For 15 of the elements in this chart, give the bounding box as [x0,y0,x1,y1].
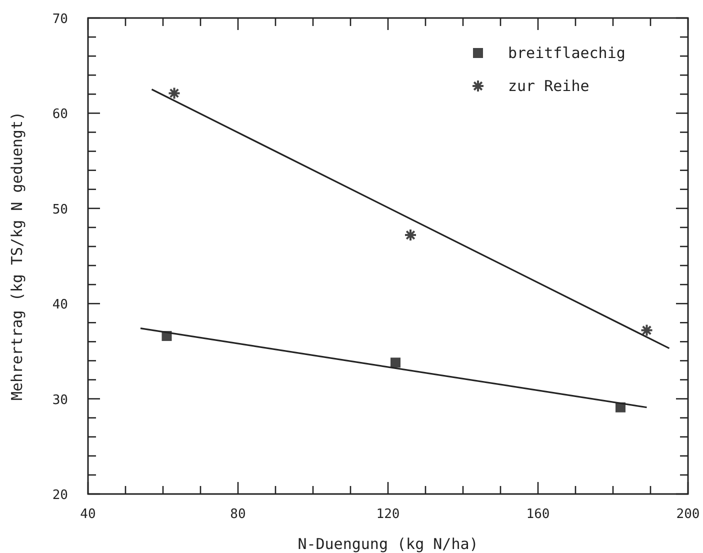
x-axis-title: N-Duengung (kg N/ha) [298,535,478,553]
x-tick-label: 120 [376,507,400,522]
x-tick-label: 160 [526,507,550,522]
x-tick-label: 40 [80,507,96,522]
x-tick-label: 80 [230,507,246,522]
y-tick-label: 40 [52,298,68,313]
y-tick-label: 30 [52,392,68,408]
y-axis-title: Mehrertrag (kg TS/kg N geduengt) [8,112,26,400]
x-tick-label: 200 [676,507,700,522]
y-tick-label: 60 [52,107,68,122]
legend-label: zur Reihe [508,77,590,95]
y-tick-label: 70 [52,12,68,27]
y-tick-label: 50 [52,202,68,218]
legend-label: breitflaechig [508,44,626,62]
y-tick-label: 20 [52,488,68,503]
